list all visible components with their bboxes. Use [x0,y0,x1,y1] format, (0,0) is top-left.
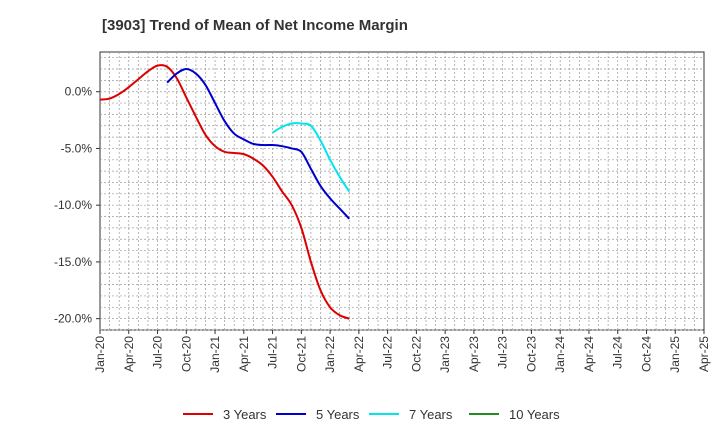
x-tick-label: Jan-22 [323,336,337,373]
x-axis-tick-labels: Jan-20 Apr-20 Jul-20 Oct-20 Jan-21 Apr-21 Jul-… [93,330,711,373]
y-tick-label: -20.0% [54,312,92,326]
x-tick-label: Oct-22 [409,336,423,372]
x-tick-label: Apr-20 [122,336,136,372]
x-tick-label: Oct-20 [179,336,193,372]
y-tick-label: 0.0% [65,85,93,99]
legend-label: 10 Years [509,407,560,422]
series-line-5-years [166,68,350,220]
legend: 3 Years 5 Years 7 Years 10 Years [183,407,560,422]
x-tick-label: Jul-23 [496,336,510,369]
x-tick-label: Jul-21 [266,336,280,369]
x-tick-label: Jan-20 [93,336,107,373]
x-tick-label: Oct-21 [294,336,308,372]
legend-label: 7 Years [409,407,453,422]
x-tick-label: Oct-23 [524,336,538,372]
y-axis-tick-labels: 0.0% -5.0% -10.0% -15.0% -20.0% [54,85,100,326]
series-line-7-years [272,122,351,193]
y-tick-label: -5.0% [61,141,93,155]
x-tick-label: Apr-23 [467,336,481,372]
series-lines [99,64,351,320]
x-tick-label: Jan-21 [208,336,222,373]
x-tick-label: Oct-24 [639,336,653,372]
x-tick-label: Apr-22 [352,336,366,372]
x-tick-label: Apr-24 [582,336,596,372]
x-tick-label: Jan-24 [553,336,567,373]
y-tick-label: -10.0% [54,198,92,212]
grid-lines [100,52,704,331]
x-tick-label: Jan-25 [668,336,682,373]
x-tick-label: Apr-21 [237,336,251,372]
x-tick-label: Jul-22 [381,336,395,369]
series-line-3-years [99,64,350,320]
legend-label: 5 Years [316,407,360,422]
plot-area [99,51,705,331]
y-tick-label: -15.0% [54,255,92,269]
x-tick-label: Jan-23 [438,336,452,373]
x-tick-label: Apr-25 [697,336,711,372]
x-tick-label: Jul-20 [151,336,165,369]
legend-label: 3 Years [223,407,267,422]
chart-title: [3903] Trend of Mean of Net Income Margi… [102,17,408,34]
x-tick-label: Jul-24 [611,336,625,369]
